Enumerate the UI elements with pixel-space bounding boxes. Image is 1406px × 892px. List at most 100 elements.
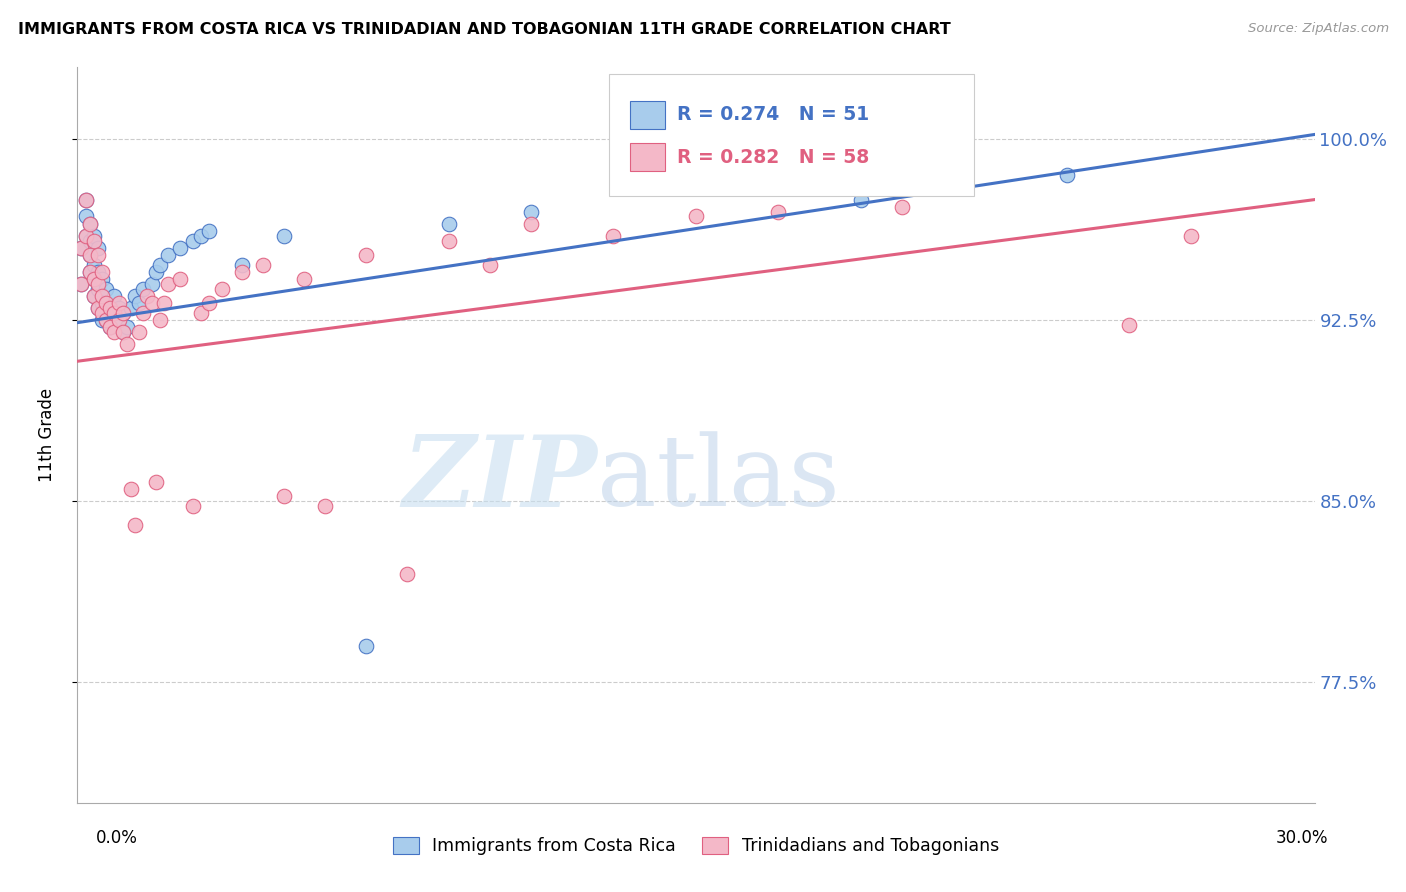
Point <box>153 296 176 310</box>
Point <box>120 301 142 315</box>
Point <box>83 289 105 303</box>
Bar <box>630 144 665 171</box>
Point <box>128 296 150 310</box>
Point <box>107 301 129 315</box>
Point <box>169 272 191 286</box>
Point <box>132 282 155 296</box>
Point <box>115 320 138 334</box>
Point <box>1180 228 1202 243</box>
Point <box>91 272 114 286</box>
Text: IMMIGRANTS FROM COSTA RICA VS TRINIDADIAN AND TOBAGONIAN 11TH GRADE CORRELATION : IMMIGRANTS FROM COSTA RICA VS TRINIDADIA… <box>18 22 950 37</box>
Point <box>91 306 114 320</box>
Legend: Immigrants from Costa Rica, Trinidadians and Tobagonians: Immigrants from Costa Rica, Trinidadians… <box>384 828 1008 864</box>
Point <box>103 306 125 320</box>
Text: atlas: atlas <box>598 431 839 527</box>
Point <box>96 296 118 310</box>
Point <box>79 265 101 279</box>
Point <box>70 241 93 255</box>
Point <box>103 326 125 340</box>
Point <box>128 326 150 340</box>
Point <box>87 282 110 296</box>
Point <box>231 265 253 279</box>
Bar <box>630 101 665 128</box>
Point <box>70 277 93 291</box>
Point <box>181 499 204 513</box>
Point <box>87 241 110 255</box>
Point <box>83 272 105 286</box>
Point <box>96 313 118 327</box>
Point <box>149 258 172 272</box>
Point <box>75 193 97 207</box>
Point <box>79 217 101 231</box>
Point <box>70 241 93 255</box>
Point <box>107 296 129 310</box>
Point <box>75 210 97 224</box>
Point <box>292 272 315 286</box>
Point <box>252 258 274 272</box>
Point <box>602 228 624 243</box>
Point <box>107 313 129 327</box>
Point <box>273 228 295 243</box>
Point <box>87 265 110 279</box>
Point <box>354 639 377 653</box>
Point <box>478 258 501 272</box>
Point <box>96 282 118 296</box>
Point <box>132 306 155 320</box>
Point <box>314 499 336 513</box>
Point <box>136 289 159 303</box>
Point <box>437 234 460 248</box>
Point <box>83 228 105 243</box>
Point <box>98 301 121 315</box>
Point <box>141 277 163 291</box>
Point <box>83 272 105 286</box>
Point <box>98 320 121 334</box>
Point <box>96 301 118 315</box>
Point <box>83 258 105 272</box>
Point <box>96 313 118 327</box>
Point <box>124 289 146 303</box>
Point <box>91 265 114 279</box>
Point <box>75 193 97 207</box>
Point <box>79 217 101 231</box>
Point <box>169 241 191 255</box>
Point <box>87 277 110 291</box>
Point <box>111 326 134 340</box>
Point <box>79 248 101 262</box>
Point <box>83 234 105 248</box>
Point <box>98 320 121 334</box>
Point <box>91 289 114 303</box>
Point <box>181 234 204 248</box>
Point <box>141 296 163 310</box>
Point <box>111 326 134 340</box>
Text: R = 0.274   N = 51: R = 0.274 N = 51 <box>678 105 869 124</box>
Point <box>198 296 221 310</box>
Point <box>111 306 134 320</box>
Point <box>520 217 543 231</box>
Point <box>145 475 167 489</box>
Point <box>70 277 93 291</box>
Point <box>849 193 872 207</box>
Point <box>103 289 125 303</box>
Y-axis label: 11th Grade: 11th Grade <box>38 388 56 482</box>
Text: Source: ZipAtlas.com: Source: ZipAtlas.com <box>1249 22 1389 36</box>
Point <box>145 265 167 279</box>
Point <box>115 337 138 351</box>
Point <box>273 489 295 503</box>
Point <box>87 301 110 315</box>
Text: ZIP: ZIP <box>402 431 598 527</box>
Text: 30.0%: 30.0% <box>1277 829 1329 847</box>
Point <box>685 210 707 224</box>
Point <box>891 200 914 214</box>
Point <box>91 313 114 327</box>
Point <box>91 296 114 310</box>
Point <box>768 204 790 219</box>
Point <box>98 301 121 315</box>
Point <box>231 258 253 272</box>
Point <box>437 217 460 231</box>
Point <box>107 313 129 327</box>
Point <box>79 248 101 262</box>
Point <box>396 566 419 581</box>
Point <box>190 306 212 320</box>
FancyBboxPatch shape <box>609 74 974 195</box>
Point <box>87 248 110 262</box>
